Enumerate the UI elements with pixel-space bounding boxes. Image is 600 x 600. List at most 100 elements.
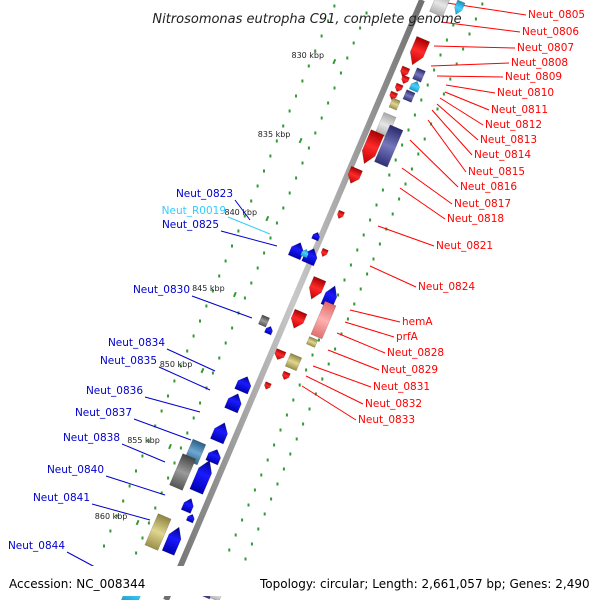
gene-label[interactable]: Neut_0807 (517, 42, 574, 54)
pseudo-gene[interactable] (258, 314, 270, 328)
gc-dot (333, 4, 336, 8)
gc-dot (275, 221, 278, 225)
gene-arrow[interactable] (310, 300, 337, 340)
gc-dot (407, 128, 410, 132)
gene-label[interactable]: Neut_0810 (497, 87, 554, 99)
gene-arrow[interactable] (189, 458, 216, 495)
gene-arrow[interactable] (305, 276, 327, 301)
gc-dot (339, 71, 342, 75)
label-connector (327, 349, 380, 371)
gene-label[interactable]: Neut_0836 (86, 385, 143, 397)
gene-label[interactable]: Neut_0841 (33, 492, 90, 504)
gene-arrow[interactable] (402, 89, 416, 103)
gene-label[interactable]: Neut_0812 (485, 119, 542, 131)
gene-label[interactable]: Neut_0808 (511, 57, 568, 69)
gene-label[interactable]: Neut_0815 (468, 166, 525, 178)
gene-label[interactable]: Neut_0835 (100, 355, 157, 367)
gene-arrow[interactable] (210, 420, 231, 445)
gene-label[interactable]: Neut_0813 (480, 134, 537, 146)
feature-block[interactable] (306, 336, 319, 348)
gene-label[interactable]: hemA (402, 316, 433, 328)
gene-label[interactable]: Neut_0833 (358, 414, 415, 426)
gene-arrow[interactable] (374, 124, 404, 168)
gene-label[interactable]: Neut_0816 (460, 181, 517, 193)
gene-arrow[interactable] (406, 36, 431, 67)
gene-arrow[interactable] (388, 90, 399, 101)
gene-label[interactable]: Neut_0821 (436, 240, 493, 252)
gene-arrow[interactable] (358, 129, 385, 167)
gc-dot (141, 454, 144, 458)
gene-arrow[interactable] (394, 82, 404, 93)
gene-label[interactable]: Neut_0825 (162, 219, 219, 231)
gene-labels: Neut_0805 Neut_0806 Neut_0807 Neut_0808 Neut… (8, 9, 585, 552)
gene-arrow[interactable] (408, 80, 421, 93)
gc-dot (436, 107, 439, 111)
gc-dot (346, 317, 349, 321)
gene-arrow[interactable] (180, 497, 196, 514)
gene-label[interactable]: Neut_0806 (522, 26, 579, 38)
gene-arrow[interactable] (311, 231, 322, 242)
gc-dot (160, 491, 163, 495)
gene-label[interactable]: prfA (396, 331, 419, 343)
gene-label[interactable]: Neut_0823 (176, 188, 233, 200)
gene-label[interactable]: Neut_0829 (381, 364, 438, 376)
gc-dot (426, 83, 429, 87)
gene-arrow[interactable] (224, 391, 245, 414)
gene-arrow[interactable] (234, 374, 254, 395)
label-connector (409, 139, 459, 188)
gene-arrow[interactable] (400, 74, 411, 85)
gene-label[interactable]: Neut_0834 (108, 337, 165, 349)
gene-label[interactable]: Neut_0840 (47, 464, 104, 476)
gene-arrow[interactable] (288, 308, 308, 331)
gc-dot (327, 362, 330, 366)
gc-dot (128, 484, 131, 488)
label-connector (158, 366, 211, 391)
gene-label[interactable]: Neut_0844 (8, 540, 65, 552)
rna-gene[interactable] (452, 0, 466, 16)
gene-arrow[interactable] (185, 513, 196, 524)
gc-dot (243, 296, 246, 300)
gene-label[interactable]: Neut_0805 (528, 9, 585, 21)
gene-arrow[interactable] (345, 165, 363, 185)
gene-arrow[interactable] (336, 209, 345, 220)
feature-block[interactable] (388, 97, 401, 111)
gene-label[interactable]: Neut_0817 (454, 198, 511, 210)
gc-dot (263, 169, 265, 173)
gene-label[interactable]: Neut_0811 (491, 104, 548, 116)
gc-dot (260, 473, 263, 477)
gene-arrow[interactable] (273, 348, 287, 361)
gene-arrow[interactable] (281, 370, 291, 381)
gene-arrow[interactable] (161, 525, 185, 556)
gc-dot (301, 79, 304, 83)
gene-label[interactable]: Neut_0818 (447, 213, 504, 225)
gene-label[interactable]: Neut_0809 (505, 71, 562, 83)
gene-label[interactable]: Neut_0831 (373, 381, 430, 393)
gene-arrow[interactable] (264, 325, 274, 336)
feature-block[interactable] (429, 0, 452, 18)
gene-label[interactable]: Neut_0837 (75, 407, 132, 419)
gene-arrow[interactable] (320, 247, 329, 258)
feature-block[interactable] (284, 352, 303, 372)
gene-label[interactable]: Neut_R0019 (162, 205, 226, 217)
scale-tick-label: 830 kbp (291, 51, 324, 60)
gc-skew-dots (103, 2, 484, 561)
gene-label[interactable]: Neut_0830 (133, 284, 190, 296)
gc-dot (445, 38, 448, 42)
label-connector (344, 321, 395, 338)
scale-tick-mark (332, 58, 337, 65)
rna-gene[interactable] (299, 248, 310, 259)
gene-label[interactable]: Neut_0824 (418, 281, 475, 293)
gc-dot (391, 212, 394, 216)
gene-label[interactable]: Neut_0832 (365, 398, 422, 410)
pseudo-gene[interactable] (169, 453, 197, 491)
gc-dot (308, 407, 311, 411)
gene-arrow[interactable] (399, 65, 411, 78)
gene-label[interactable]: Neut_0838 (63, 432, 120, 444)
gene-arrow[interactable] (412, 67, 426, 83)
feature-block[interactable] (144, 513, 172, 551)
gc-dot (369, 218, 372, 222)
gene-arrow[interactable] (263, 381, 272, 391)
gc-dot (423, 137, 426, 141)
gene-label[interactable]: Neut_0814 (474, 149, 531, 161)
gene-label[interactable]: Neut_0828 (387, 347, 444, 359)
